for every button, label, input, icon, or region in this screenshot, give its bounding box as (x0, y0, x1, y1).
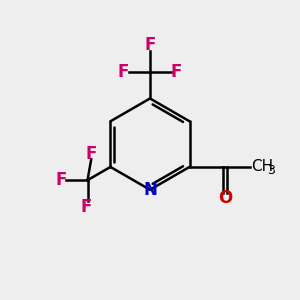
Text: O: O (218, 189, 232, 207)
Text: N: N (143, 181, 157, 199)
Text: CH: CH (251, 159, 274, 174)
Text: F: F (118, 63, 129, 81)
Text: F: F (80, 198, 92, 216)
Text: F: F (85, 145, 97, 163)
Text: F: F (144, 37, 156, 55)
Text: 3: 3 (268, 164, 275, 177)
Text: F: F (171, 63, 182, 81)
Text: F: F (55, 171, 67, 189)
